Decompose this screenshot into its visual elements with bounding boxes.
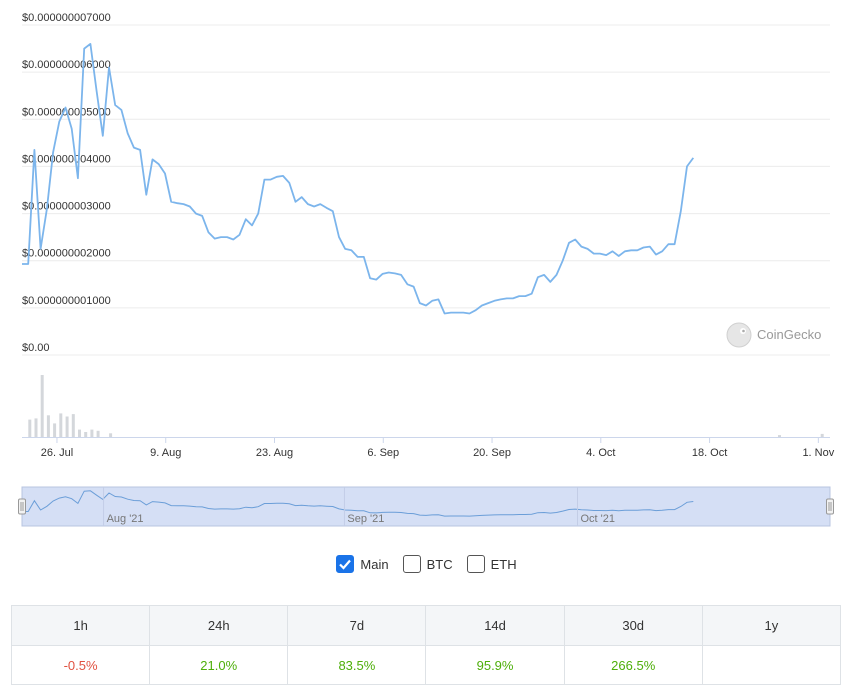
navigator-right-handle[interactable]: [826, 498, 834, 515]
navigator-tick-label: Oct '21: [581, 513, 616, 525]
y-tick-label: $0.000000006000: [22, 59, 111, 71]
volume-bars: [28, 375, 824, 437]
price-chart[interactable]: $0.00 $0.000000001000 $0.000000002000 $0.00…: [0, 0, 853, 540]
eth-checkbox[interactable]: [466, 555, 485, 573]
series-toggles: Main BTC ETH: [0, 555, 853, 573]
price-series-line: [22, 43, 695, 315]
volume-bar: [96, 430, 100, 437]
watermark-text: CoinGecko: [757, 327, 821, 342]
performance-value-row: -0.5% 21.0% 83.5% 95.9% 266.5%: [10, 645, 842, 685]
header-24h: 24h: [149, 605, 289, 646]
navigator-left-handle[interactable]: [18, 498, 26, 515]
btc-checkbox[interactable]: [402, 555, 421, 573]
check-icon: [339, 559, 352, 570]
header-30d: 30d: [563, 605, 703, 646]
y-tick-label: $0.00: [22, 342, 50, 354]
volume-bar: [40, 375, 44, 437]
toggle-eth[interactable]: ETH: [466, 555, 517, 573]
navigator-tick-label: Sep '21: [347, 513, 384, 525]
x-tick-label: 23. Aug: [256, 447, 293, 459]
y-tick-label: $0.000000001000: [22, 295, 111, 307]
toggle-btc[interactable]: BTC: [402, 555, 453, 573]
performance-header-row: 1h 24h 7d 14d 30d 1y: [10, 605, 842, 646]
coingecko-watermark: CoinGecko: [726, 322, 821, 348]
volume-bar: [90, 429, 94, 437]
value-24h: 21.0%: [149, 645, 289, 685]
x-tick-label: 6. Sep: [367, 447, 399, 459]
x-tick-label: 4. Oct: [586, 447, 615, 459]
value-30d: 266.5%: [563, 645, 703, 685]
header-14d: 14d: [425, 605, 565, 646]
header-1y: 1y: [701, 605, 842, 646]
gecko-logo-icon: [726, 322, 752, 348]
y-axis-labels: $0.00 $0.000000001000 $0.000000002000 $0.00…: [22, 12, 111, 354]
volume-bar: [84, 432, 88, 437]
y-tick-label: $0.000000003000: [22, 201, 111, 213]
value-1h: -0.5%: [10, 645, 151, 685]
x-tick-label: 26. Jul: [41, 447, 73, 459]
value-1y: [701, 645, 842, 685]
x-tick-label: 18. Oct: [692, 447, 727, 459]
volume-bar: [78, 429, 81, 437]
volume-bar: [46, 415, 50, 437]
x-tick-label: 9. Aug: [150, 447, 181, 459]
navigator-tick-label: Aug '21: [107, 513, 144, 525]
y-tick-label: $0.000000004000: [22, 153, 111, 165]
x-axis: 26. Jul 9. Aug 23. Aug 6. Sep 20. Sep 4. Oct 1…: [22, 437, 835, 459]
x-tick-label: 20. Sep: [473, 447, 511, 459]
price-line-layer: [21, 43, 695, 315]
volume-bar: [820, 433, 824, 437]
volume-bar: [65, 416, 69, 437]
toggle-eth-label: ETH: [490, 556, 517, 572]
y-tick-label: $0.000000002000: [22, 248, 111, 260]
toggle-main[interactable]: Main: [336, 555, 389, 573]
volume-bar: [778, 435, 781, 437]
toggle-main-label: Main: [360, 556, 389, 572]
performance-table: 1h 24h 7d 14d 30d 1y -0.5% 21.0% 83.5% 9…: [10, 605, 842, 685]
range-navigator[interactable]: Aug '21 Sep '21 Oct '21: [18, 486, 834, 527]
header-7d: 7d: [287, 605, 427, 646]
navigator-window[interactable]: [21, 486, 831, 527]
volume-bar: [28, 419, 32, 437]
y-tick-label: $0.000000007000: [22, 12, 111, 24]
value-14d: 95.9%: [425, 645, 565, 685]
volume-bar: [59, 413, 63, 437]
header-1h: 1h: [10, 605, 151, 646]
volume-bar: [53, 423, 57, 437]
chart-gridlines: [22, 24, 830, 356]
volume-bar: [34, 418, 38, 437]
main-checkbox[interactable]: [336, 555, 355, 573]
toggle-btc-label: BTC: [426, 556, 453, 572]
value-7d: 83.5%: [287, 645, 427, 685]
volume-bar: [71, 414, 75, 437]
volume-bar: [109, 433, 113, 437]
navigator-series-line: [22, 490, 694, 517]
x-tick-label: 1. Nov: [802, 447, 834, 459]
